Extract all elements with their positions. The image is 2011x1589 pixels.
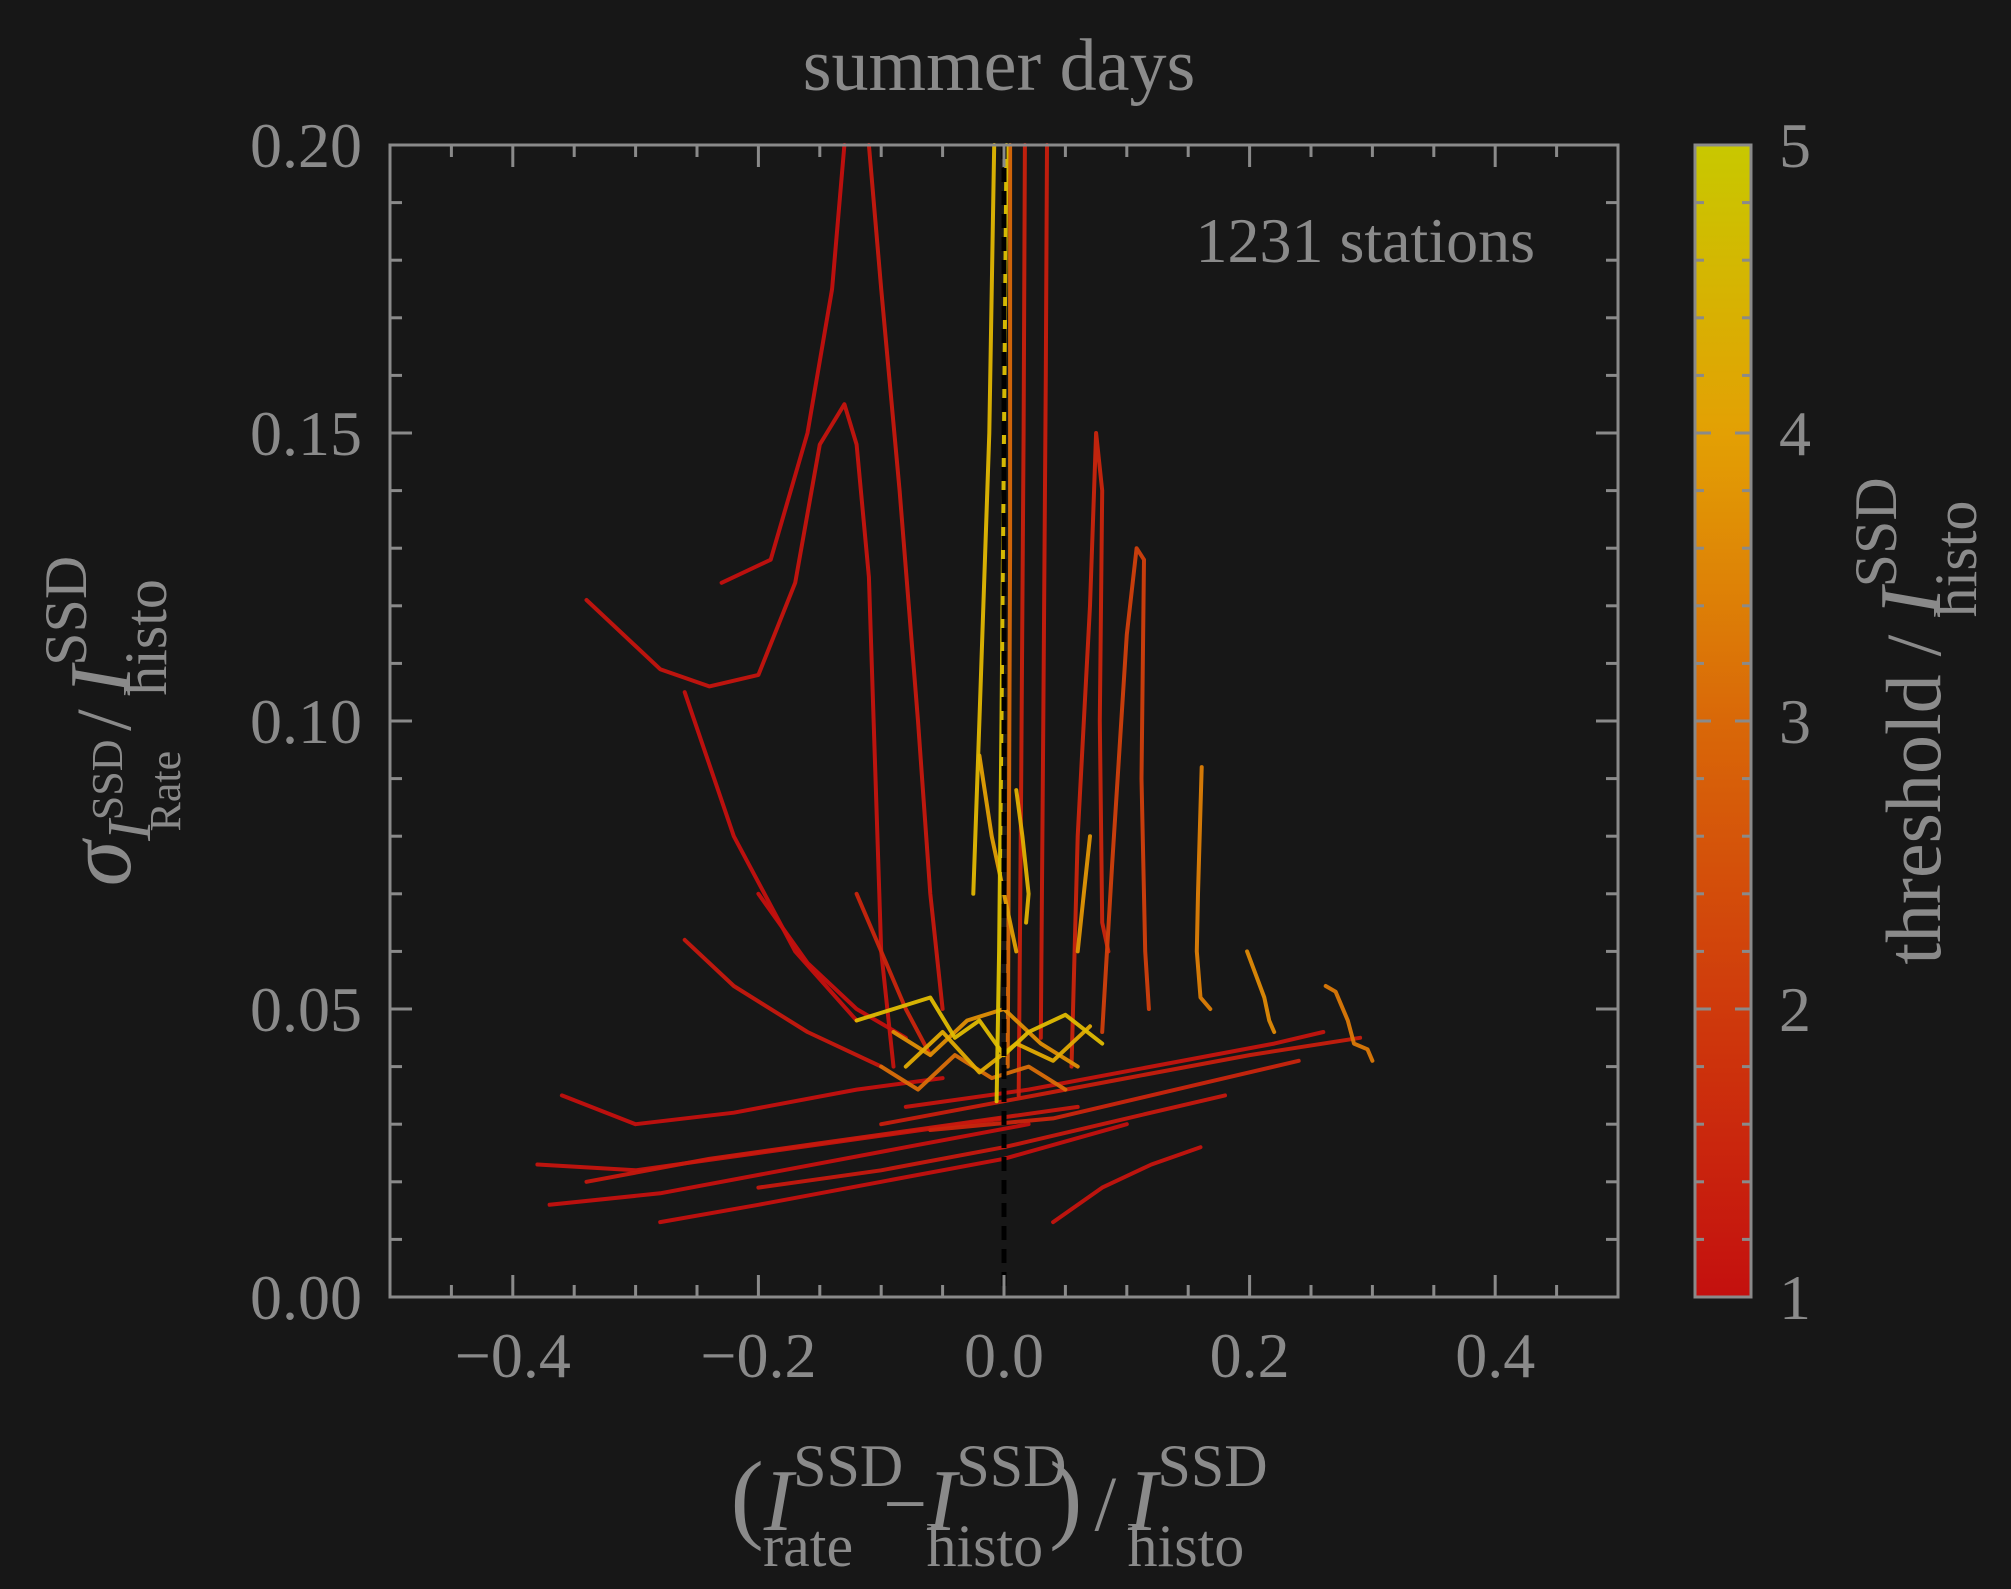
- plot-frame: [388, 143, 1620, 1299]
- x-axis-label: (ISSD rate −ISSD histo) / ISSD histo: [730, 1433, 1267, 1579]
- series-line-7: [1038, 143, 1049, 1040]
- colorbar-tick-label-4: 5: [1779, 110, 1811, 181]
- series-line-17: [559, 1076, 945, 1127]
- series-line-0: [584, 402, 896, 1069]
- cblabel-sub: histo: [1923, 501, 1989, 618]
- chart-title: summer days: [803, 25, 1196, 107]
- series-line-32: [1014, 788, 1031, 925]
- xlabel-close: ): [1049, 1441, 1082, 1552]
- series-line-2: [866, 143, 945, 1011]
- series-line-16: [682, 937, 884, 1069]
- x-tick-label-2: 0.0: [964, 1320, 1044, 1391]
- series-line-15: [756, 891, 908, 1040]
- xlabel-open: (: [730, 1441, 763, 1552]
- series-line-27: [854, 995, 1105, 1058]
- xlabel-slash: /: [1094, 1460, 1116, 1547]
- colorbar-ticks: 1 2 3 4 5: [1695, 110, 1811, 1333]
- xlabel-I2: I: [926, 1453, 960, 1550]
- ylabel-slash: /: [60, 709, 147, 731]
- ylabel-sup: SSD: [33, 556, 99, 666]
- series-line-33: [1075, 834, 1092, 954]
- series-line-23: [903, 1030, 1326, 1109]
- axis-ticks: −0.4 −0.2 0.0 0.2 0.4 0.00 0.05 0.10 0.15 0.20: [250, 110, 1618, 1391]
- y-tick-label-0: 0.00: [250, 1262, 362, 1333]
- x-tick-label-0: −0.4: [455, 1320, 571, 1391]
- series-line-5: [1005, 143, 1013, 1069]
- series-line-13: [854, 891, 933, 1058]
- x-tick-label-1: −0.2: [700, 1320, 816, 1391]
- colorbar-label: threshold / ISSD histo: [1843, 477, 1989, 964]
- series-line-11: [1245, 949, 1277, 1034]
- colorbar-tick-label-0: 1: [1779, 1262, 1811, 1333]
- series-line-8: [1069, 431, 1111, 1069]
- y-tick-label-4: 0.20: [250, 110, 362, 181]
- series-line-14: [682, 690, 859, 1023]
- series-line-19: [547, 1122, 1031, 1207]
- xlabel-sup3: SSD: [1157, 1433, 1267, 1499]
- series-line-6: [1016, 143, 1027, 1098]
- series-line-20: [584, 1104, 1080, 1184]
- ylabel-subsub: Rate: [141, 751, 190, 832]
- series-layer: [535, 143, 1375, 1225]
- xlabel-sub3: histo: [1128, 1513, 1245, 1579]
- series-line-4: [971, 143, 997, 896]
- xlabel-sub2: histo: [926, 1513, 1043, 1579]
- ylabel-subI: I: [96, 817, 164, 842]
- y-tick-label-3: 0.15: [250, 398, 362, 469]
- xlabel-sup1: SSD: [793, 1433, 903, 1499]
- ylabel-sub: histo: [113, 579, 179, 696]
- series-line-26: [1051, 1145, 1203, 1225]
- xlabel-minus: −: [883, 1460, 927, 1547]
- y-axis-label: σISSD Rate/ISSD histo: [33, 556, 190, 886]
- cblabel-I: I: [1863, 584, 1960, 618]
- xlabel-sub1: rate: [763, 1513, 853, 1579]
- series-line-9: [1100, 546, 1151, 1034]
- ylabel-sigma: σ: [48, 837, 150, 886]
- cblabel-sup: SSD: [1843, 477, 1909, 587]
- colorbar-tick-label-1: 2: [1779, 974, 1811, 1045]
- ylabel-I: I: [53, 662, 150, 696]
- x-tick-label-3: 0.2: [1210, 1320, 1290, 1391]
- ylabel-subsup: SSD: [83, 739, 132, 820]
- xlabel-I3: I: [1127, 1453, 1161, 1550]
- y-tick-label-1: 0.05: [250, 974, 362, 1045]
- series-line-10: [1194, 765, 1213, 1011]
- series-line-22: [879, 1035, 1363, 1127]
- series-line-31: [977, 753, 1019, 954]
- xlabel-I1: I: [763, 1453, 797, 1550]
- cblabel-slash: /: [1870, 634, 1957, 656]
- series-line-21: [658, 1122, 1129, 1225]
- cblabel-prefix: threshold: [1870, 674, 1957, 964]
- xlabel-sup2: SSD: [956, 1433, 1066, 1499]
- series-line-12: [1323, 984, 1375, 1063]
- stations-annotation: 1231 stations: [1195, 205, 1535, 276]
- series-line-24: [928, 1058, 1301, 1132]
- series-line-1: [719, 143, 847, 585]
- colorbar-tick-label-3: 4: [1779, 398, 1811, 469]
- colorbar-tick-label-2: 3: [1779, 686, 1811, 757]
- y-tick-label-2: 0.10: [250, 686, 362, 757]
- x-tick-label-4: 0.4: [1455, 1320, 1535, 1391]
